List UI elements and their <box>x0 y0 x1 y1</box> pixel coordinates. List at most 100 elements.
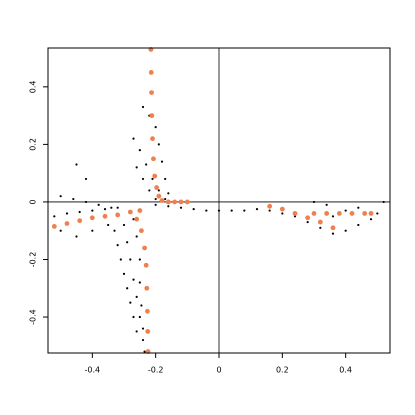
point <box>135 235 138 238</box>
point <box>148 70 154 75</box>
point <box>141 105 145 109</box>
point <box>51 223 57 229</box>
y-tick-label: 0 <box>29 199 38 204</box>
point <box>167 192 170 195</box>
point <box>164 177 167 181</box>
y-tick-label: 0.2 <box>29 138 38 151</box>
point <box>89 215 95 221</box>
point <box>77 218 83 224</box>
point <box>103 208 107 211</box>
point <box>331 232 335 235</box>
point <box>217 209 221 212</box>
point <box>178 199 184 205</box>
point <box>344 229 347 232</box>
point <box>382 200 385 204</box>
point <box>149 90 154 95</box>
point <box>279 206 285 212</box>
point <box>139 228 144 234</box>
point <box>142 245 147 251</box>
point <box>165 199 171 205</box>
point <box>140 304 143 307</box>
point <box>184 199 190 205</box>
point <box>152 173 158 179</box>
point <box>78 210 81 214</box>
point <box>330 225 336 231</box>
point <box>138 281 141 284</box>
point <box>126 287 129 290</box>
point <box>305 215 311 221</box>
point <box>141 177 145 181</box>
point <box>59 229 62 232</box>
point <box>110 206 113 209</box>
point <box>145 308 150 314</box>
point <box>127 209 133 215</box>
point <box>116 243 119 247</box>
point <box>281 212 284 215</box>
point <box>53 215 56 218</box>
point <box>145 163 148 166</box>
point <box>141 327 145 330</box>
point <box>138 258 141 261</box>
x-tick-label: 0.4 <box>339 366 352 375</box>
point <box>172 199 178 205</box>
point <box>179 206 183 209</box>
point <box>75 163 78 166</box>
x-tick-label: 0 <box>216 366 221 375</box>
point <box>64 221 70 226</box>
point <box>317 219 323 225</box>
point <box>192 208 195 211</box>
point <box>151 177 154 181</box>
point <box>129 258 132 261</box>
point <box>149 113 155 119</box>
point <box>306 220 309 224</box>
point <box>65 212 69 215</box>
point <box>154 203 157 206</box>
point <box>132 315 135 319</box>
point <box>116 206 119 209</box>
point <box>143 350 146 353</box>
point <box>135 295 138 298</box>
point <box>344 209 347 212</box>
y-tick-label: -0.4 <box>29 309 38 325</box>
point <box>154 197 157 201</box>
point <box>137 208 143 213</box>
point <box>143 262 149 268</box>
x-tick-label: -0.2 <box>148 366 164 375</box>
point <box>132 218 135 221</box>
point <box>164 197 167 201</box>
point <box>230 209 233 212</box>
point <box>205 209 208 212</box>
point <box>362 211 368 216</box>
point <box>138 149 141 152</box>
point <box>119 258 122 261</box>
point <box>167 205 170 208</box>
point <box>122 223 126 227</box>
point <box>144 285 150 291</box>
y-tick-label: -0.2 <box>29 252 38 268</box>
point <box>311 211 317 216</box>
point <box>138 315 141 319</box>
point <box>160 160 164 163</box>
point <box>154 185 160 190</box>
point <box>369 218 373 221</box>
point <box>129 301 132 304</box>
point <box>102 213 108 219</box>
point <box>91 229 94 232</box>
point <box>255 208 259 211</box>
point <box>292 211 298 216</box>
point <box>84 177 88 181</box>
point <box>135 330 138 333</box>
point <box>97 203 100 206</box>
point <box>148 189 151 192</box>
point <box>145 329 151 334</box>
point <box>376 212 379 215</box>
point <box>113 229 116 232</box>
point <box>156 193 162 199</box>
point <box>75 235 78 238</box>
point <box>159 198 165 203</box>
point <box>150 136 155 142</box>
point <box>357 206 360 209</box>
point <box>115 212 121 218</box>
